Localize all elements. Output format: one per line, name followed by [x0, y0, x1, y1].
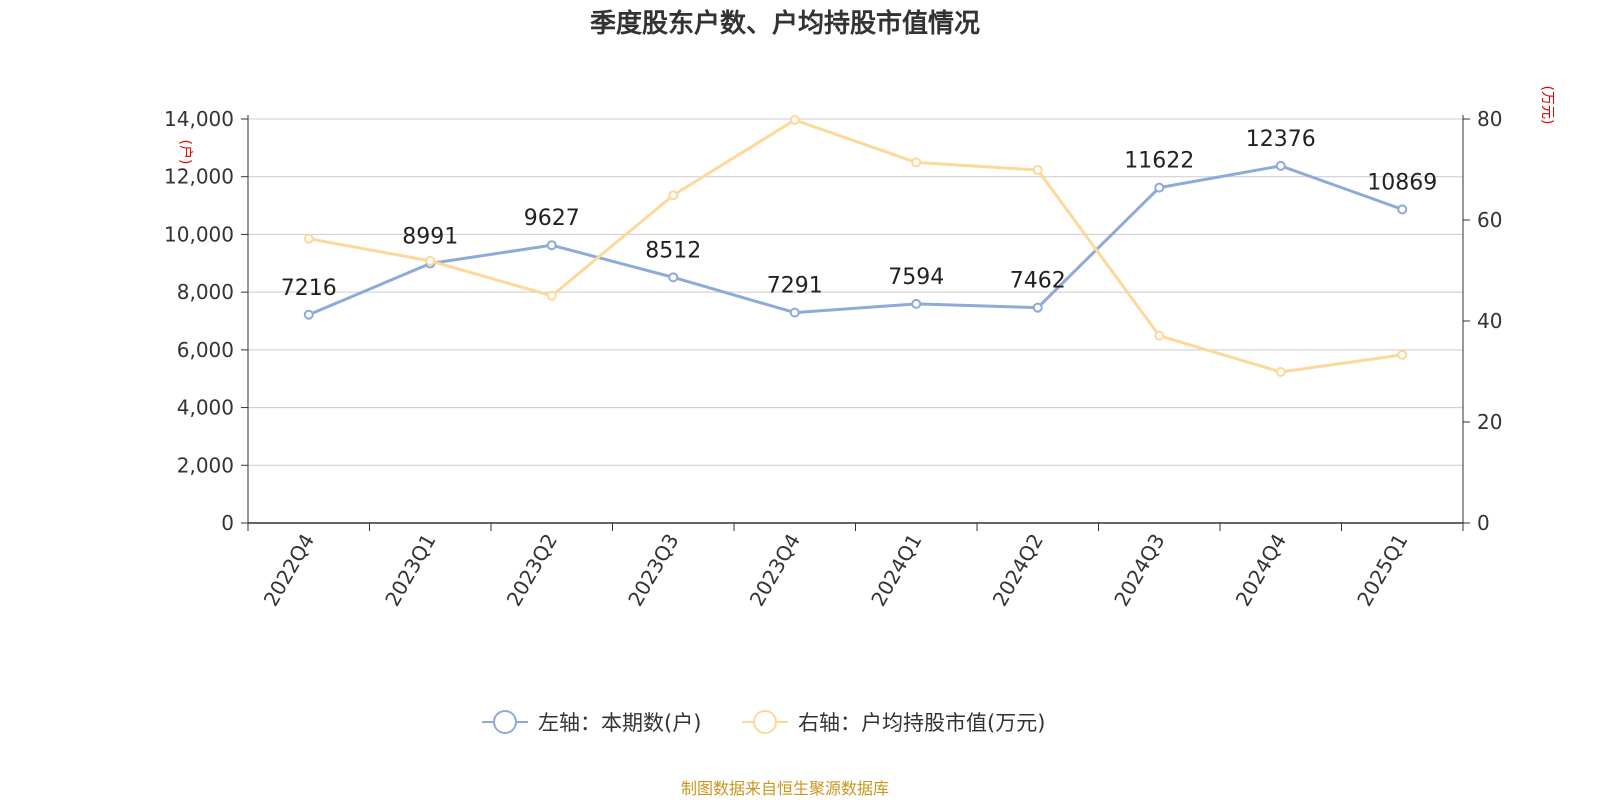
- data-label: 7291: [767, 274, 823, 299]
- left-axis-tick-label: 4,000: [177, 396, 234, 420]
- left-axis-tick-label: 2,000: [177, 453, 234, 477]
- data-point: [668, 272, 679, 283]
- data-label: 11622: [1124, 149, 1194, 174]
- gridlines: [248, 118, 1463, 466]
- right-axis-tick-label: 0: [1477, 511, 1490, 535]
- left-axis-unit: (户): [177, 140, 194, 165]
- x-axis-tick-label: 2023Q4: [745, 530, 805, 611]
- data-point: [1032, 165, 1043, 176]
- right-axis-tick-label: 60: [1477, 208, 1502, 232]
- x-axis-tick-label: 2024Q4: [1231, 530, 1291, 611]
- left-axis-tick-label: 0: [221, 511, 234, 535]
- x-axis-tick-label: 2025Q1: [1352, 530, 1412, 611]
- right-axis-tick-label: 40: [1477, 309, 1502, 333]
- data-point: [1397, 349, 1408, 360]
- data-point: [1275, 367, 1286, 378]
- data-label: 7594: [888, 265, 944, 290]
- legend-marker: [493, 710, 517, 734]
- x-axis-tick-label: 2022Q4: [259, 530, 319, 611]
- left-axis-tick-label: 12,000: [164, 165, 234, 189]
- x-axis-tick-label: 2024Q2: [988, 530, 1048, 611]
- left-axis-tick-label: 14,000: [164, 107, 234, 131]
- data-point: [1275, 160, 1286, 171]
- x-axis-tick-label: 2024Q1: [866, 530, 926, 611]
- right-axis-tick-label: 80: [1477, 107, 1502, 131]
- data-label: 7216: [281, 276, 337, 301]
- legend-marker: [753, 710, 777, 734]
- data-point: [1397, 204, 1408, 215]
- x-axis-tick-label: 2024Q3: [1109, 530, 1169, 611]
- data-label: 12376: [1246, 127, 1316, 152]
- source-note: 制图数据来自恒生聚源数据库: [681, 779, 889, 798]
- data-label: 9627: [524, 206, 580, 231]
- right-axis-unit: (万元): [1539, 86, 1555, 125]
- data-point: [546, 290, 557, 301]
- data-point: [425, 255, 436, 266]
- data-point: [303, 233, 314, 244]
- data-point: [789, 307, 800, 318]
- data-point: [1154, 182, 1165, 193]
- legend-item-1[interactable]: 左轴：本期数(户): [482, 710, 701, 735]
- data-point: [668, 190, 679, 201]
- data-point: [789, 115, 800, 126]
- data-label: 8512: [645, 238, 701, 263]
- data-point: [1032, 302, 1043, 313]
- series-layer: 7216 8991 9627 8512 7291 7594 7462 11622 12376 10…: [281, 115, 1437, 378]
- axes: 0 2,000 4,000 6,000 8,000 10,000 12,000 14,000 0…: [164, 107, 1502, 610]
- data-label: 8991: [402, 225, 458, 250]
- series-line-2: [308, 118, 1403, 374]
- left-axis-tick-label: 8,000: [177, 280, 234, 304]
- legend[interactable]: 左轴：本期数(户) 右轴：户均持股市值(万元): [482, 710, 1045, 735]
- left-axis-tick-label: 6,000: [177, 338, 234, 362]
- right-axis-tick-label: 20: [1477, 410, 1502, 434]
- data-point: [911, 157, 922, 168]
- left-axis-tick-label: 10,000: [164, 222, 234, 246]
- data-label: 10869: [1367, 170, 1437, 195]
- legend-item-2[interactable]: 右轴：户均持股市值(万元): [742, 710, 1045, 735]
- data-point: [546, 240, 557, 251]
- series-line-1: [308, 164, 1403, 317]
- chart-title: 季度股东户数、户均持股市值情况: [590, 8, 980, 39]
- x-axis-tick-label: 2023Q3: [623, 530, 683, 611]
- data-point: [1154, 330, 1165, 341]
- x-axis-tick-label: 2023Q1: [380, 530, 440, 611]
- legend-label: 右轴：户均持股市值(万元): [798, 711, 1045, 735]
- x-axis-tick-label: 2023Q2: [502, 530, 562, 611]
- data-point: [911, 298, 922, 309]
- data-label: 7462: [1010, 269, 1066, 294]
- legend-label: 左轴：本期数(户): [538, 711, 701, 735]
- data-point: [303, 309, 314, 320]
